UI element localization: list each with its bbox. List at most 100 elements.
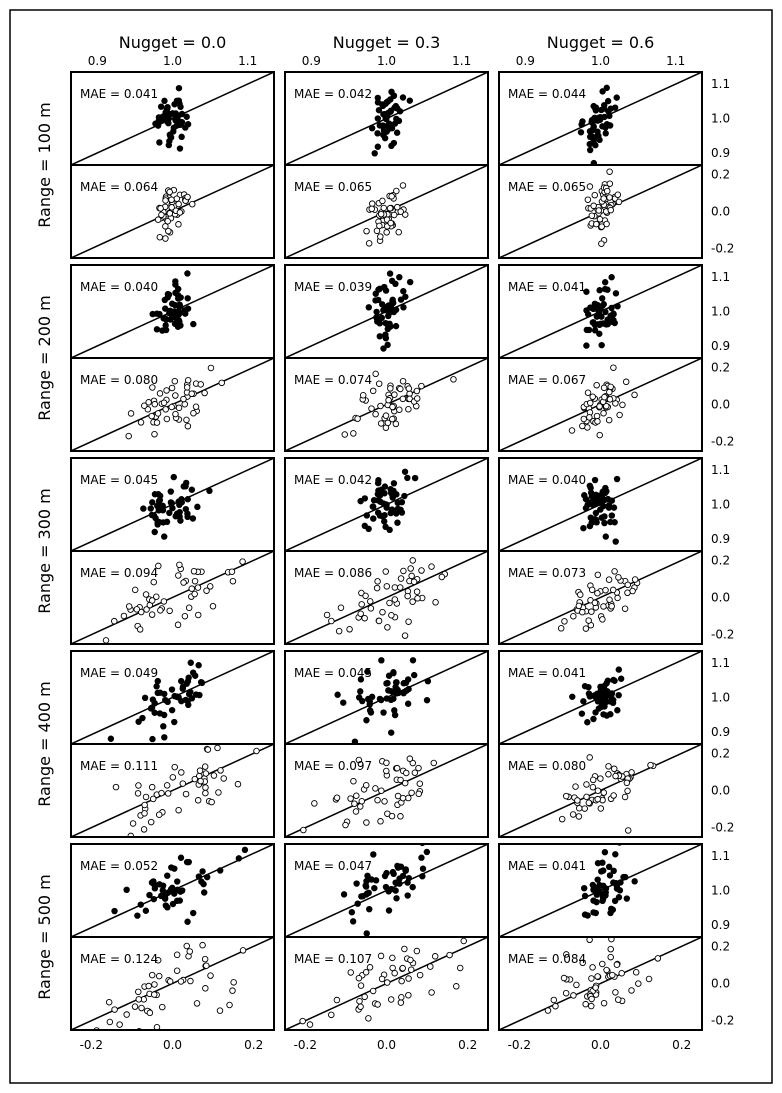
data-point	[575, 813, 583, 820]
data-point	[367, 605, 375, 612]
data-point	[570, 612, 577, 620]
data-point	[361, 993, 368, 1001]
data-point	[376, 320, 383, 327]
data-point	[376, 285, 383, 293]
data-point	[138, 1004, 145, 1012]
data-point	[597, 775, 604, 782]
data-point	[409, 759, 417, 767]
data-point	[386, 309, 393, 317]
data-point	[165, 291, 173, 298]
data-point	[582, 1000, 589, 1008]
mae-label: MAE = 0.080	[80, 373, 158, 387]
difference-y-tick-label: -0.2	[711, 435, 734, 449]
data-point	[423, 696, 431, 704]
data-point	[394, 519, 401, 526]
data-point	[165, 115, 172, 123]
data-point	[602, 698, 609, 706]
data-point	[385, 396, 392, 404]
bottom-x-tick-label: -0.2	[294, 1038, 317, 1052]
data-point	[587, 1002, 595, 1010]
data-point	[594, 571, 602, 579]
data-point	[388, 142, 395, 150]
difference-panel: MAE = 0.086	[284, 550, 489, 645]
data-point	[191, 577, 199, 585]
data-point	[123, 1011, 130, 1018]
data-point	[190, 409, 197, 417]
data-point	[142, 793, 150, 801]
data-point	[606, 194, 613, 201]
data-point	[430, 759, 438, 767]
data-point	[389, 296, 396, 304]
data-point	[239, 947, 247, 954]
mae-label: MAE = 0.064	[80, 180, 158, 194]
data-point	[590, 715, 597, 723]
data-point	[397, 999, 405, 1006]
data-point	[376, 512, 384, 519]
data-point	[357, 982, 365, 989]
data-point	[569, 693, 576, 700]
data-point	[606, 112, 613, 120]
ratio-y-tick-label: 0.9	[711, 725, 730, 739]
data-point	[175, 404, 183, 412]
data-point	[166, 210, 174, 217]
data-point	[388, 277, 396, 285]
data-point	[166, 978, 174, 985]
data-point	[351, 738, 359, 744]
data-point	[129, 820, 137, 827]
data-point	[605, 416, 613, 424]
data-point	[399, 94, 407, 101]
data-point	[614, 303, 621, 310]
data-point	[169, 504, 176, 512]
data-point	[615, 894, 623, 901]
data-point	[369, 987, 377, 995]
data-point	[406, 278, 414, 286]
data-point	[579, 959, 586, 967]
data-point	[173, 97, 181, 104]
data-point	[560, 974, 568, 982]
one-to-one-line	[499, 551, 702, 644]
ratio-panel: MAE = 0.049	[70, 650, 275, 745]
data-point	[392, 879, 399, 886]
data-point	[588, 975, 595, 982]
data-point	[580, 885, 588, 892]
row-label: Range = 200 m	[35, 295, 54, 421]
data-point	[617, 675, 625, 682]
data-point	[173, 195, 181, 202]
data-point	[614, 996, 622, 1003]
data-point	[207, 583, 214, 590]
top-x-tick-label: 1.0	[591, 54, 610, 68]
data-point	[162, 223, 169, 230]
data-point	[195, 662, 202, 669]
data-point	[383, 680, 390, 687]
data-point	[364, 668, 371, 675]
data-point	[583, 781, 590, 788]
panel-frame	[498, 550, 703, 645]
data-point	[202, 985, 209, 992]
panel-frame	[284, 357, 489, 452]
data-point	[163, 387, 170, 394]
data-point	[607, 383, 614, 391]
data-point	[202, 784, 209, 791]
ratio-y-tick-label: 0.9	[711, 339, 730, 353]
mae-label: MAE = 0.111	[80, 759, 158, 773]
data-point	[183, 113, 190, 120]
data-point	[202, 789, 209, 797]
data-point	[410, 578, 418, 586]
data-point	[590, 202, 597, 210]
data-point	[168, 864, 175, 871]
panel-frame	[498, 164, 703, 259]
difference-y-tick-label: 0.2	[711, 360, 730, 374]
data-point	[234, 780, 242, 788]
data-point	[605, 763, 612, 770]
data-point	[612, 851, 619, 858]
data-point	[369, 387, 377, 395]
data-point	[214, 744, 221, 752]
data-point	[143, 606, 150, 613]
data-point	[401, 632, 409, 639]
data-point	[306, 1021, 314, 1028]
bottom-x-tick-label: 0.2	[458, 1038, 477, 1052]
data-point	[151, 430, 158, 438]
data-point	[584, 719, 591, 726]
data-point	[572, 783, 579, 790]
data-point	[397, 575, 405, 582]
